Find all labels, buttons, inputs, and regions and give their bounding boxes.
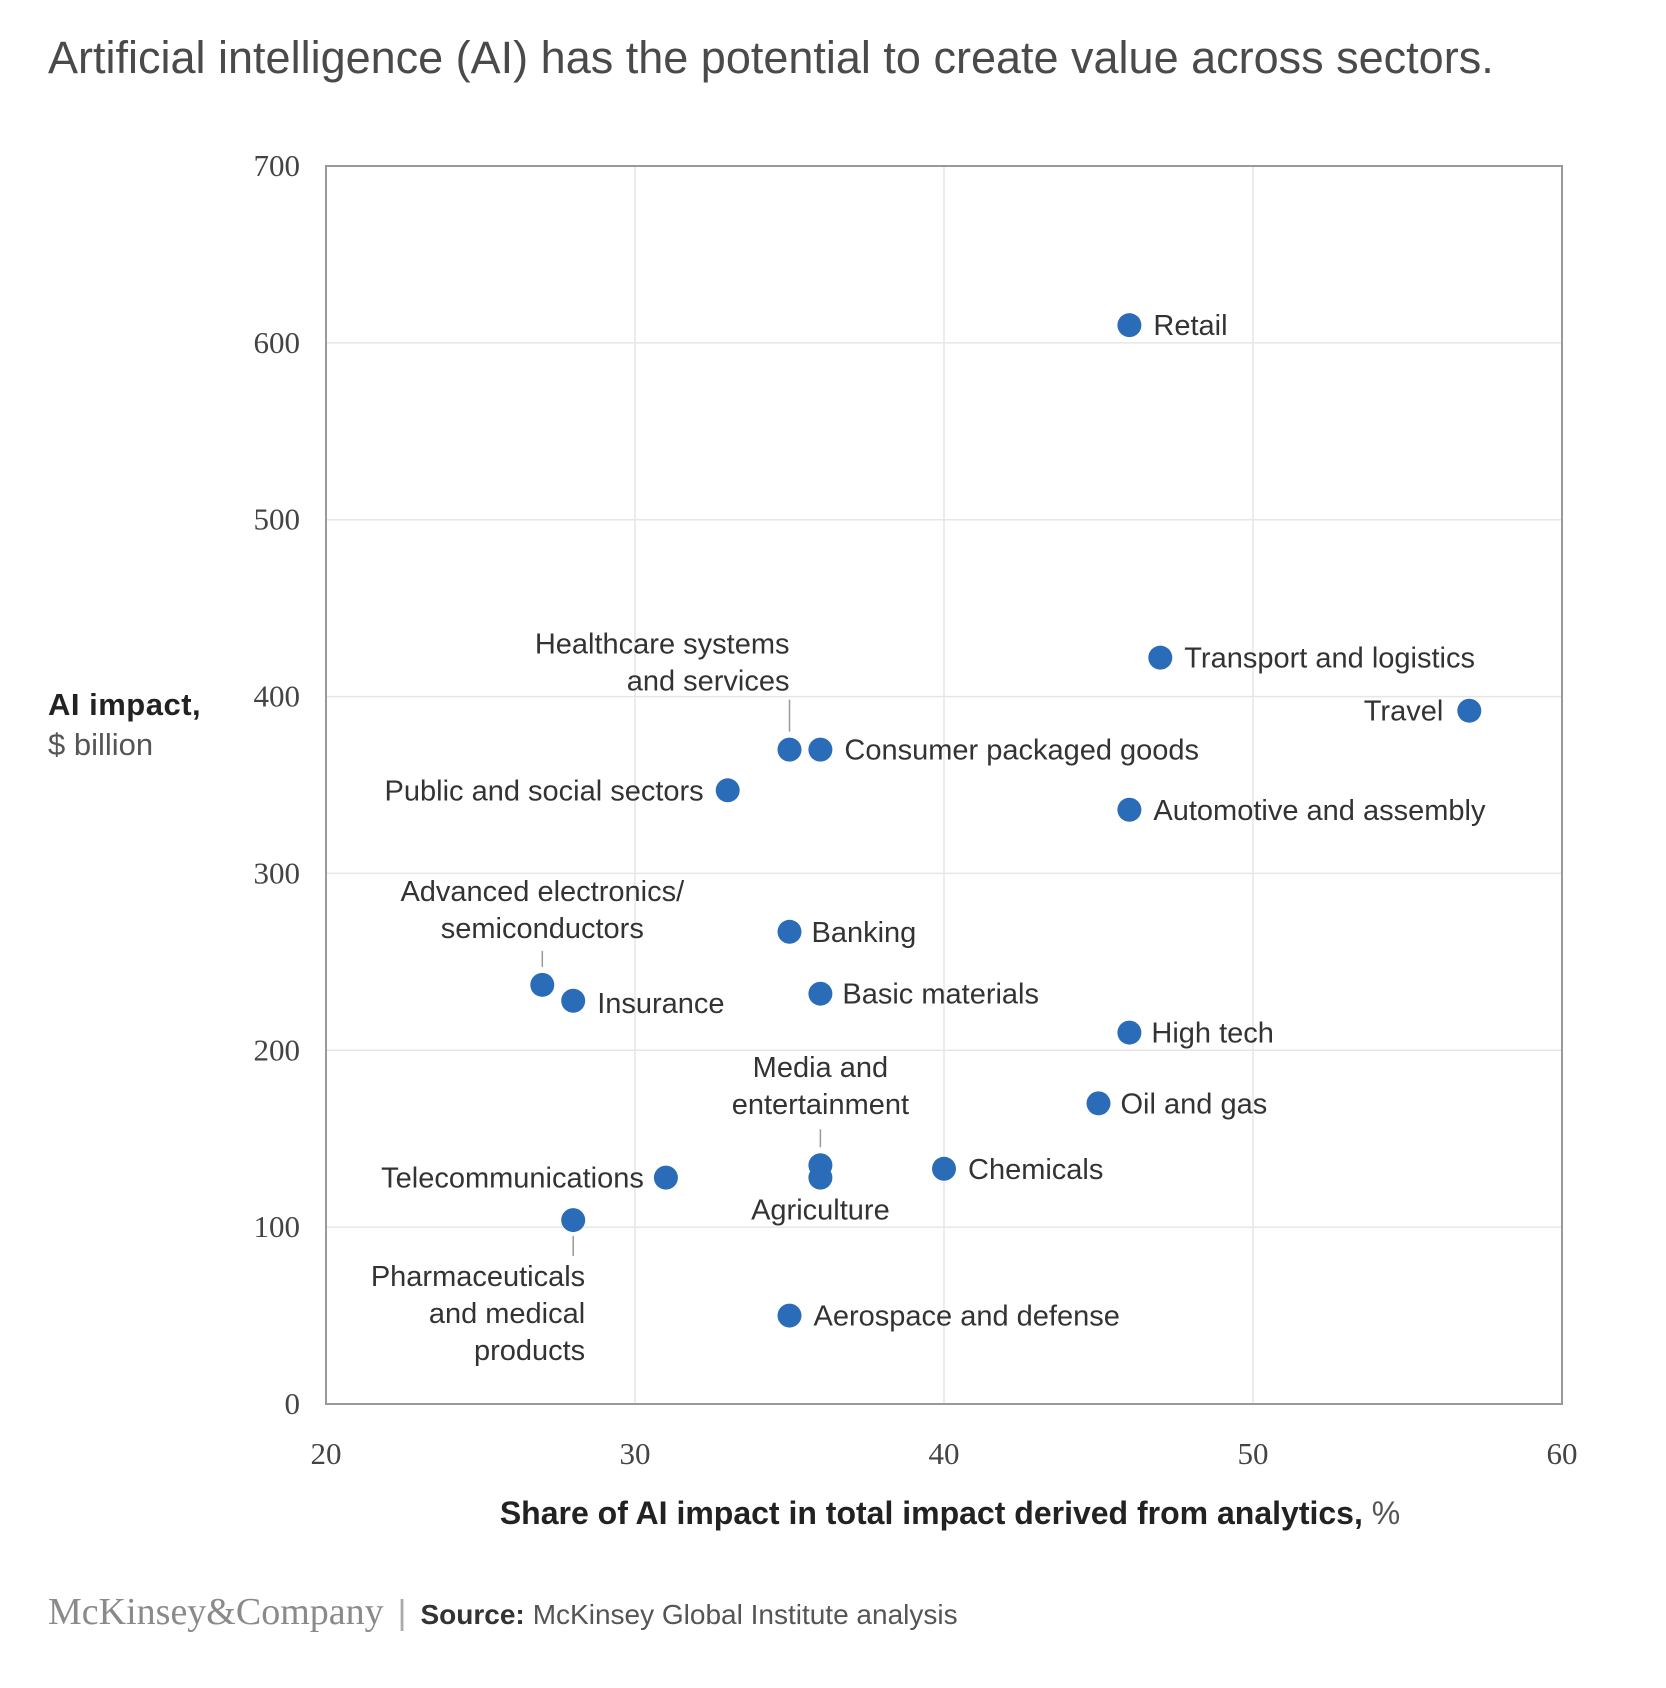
point-label: Telecommunications [381,1163,644,1195]
point-label: Oil and gas [1121,1088,1268,1120]
y-axis-unit: $ billion [48,727,154,762]
data-point [715,778,740,803]
y-tick-label: 300 [254,855,301,890]
data-point [1117,797,1142,822]
data-point [808,981,833,1006]
source-text: McKinsey Global Institute analysis [532,1599,958,1630]
data-point [777,1303,802,1328]
data-point [777,919,802,944]
brand-logo: McKinsey&Company [48,1591,384,1633]
point-label: Consumer packaged goods [844,735,1199,767]
data-point [1117,1020,1142,1045]
source-label: Source: [420,1599,525,1630]
chart-title: Artificial intelligence (AI) has the pot… [48,32,1494,83]
point-label: Banking [812,917,917,949]
y-axis-label: AI impact, $ billion [48,685,201,765]
data-point [1086,1091,1111,1116]
x-tick-label: 30 [620,1436,651,1471]
x-axis-label: Share of AI impact in total impact deriv… [330,1495,1570,1532]
x-axis-unit: % [1371,1495,1401,1531]
point-label: Aerospace and defense [814,1301,1120,1333]
y-axis-title: AI impact, [48,687,202,722]
data-point [1457,698,1482,723]
x-tick-label: 40 [929,1436,960,1471]
y-tick-label: 600 [254,325,301,360]
plot-frame [325,165,1563,1405]
data-point [808,1165,833,1190]
point-label: Pharmaceuticals and medical products [371,1261,585,1367]
point-label: Travel [1364,696,1444,728]
x-tick-label: 20 [311,1436,342,1471]
data-point [1117,313,1142,338]
data-point [808,737,833,762]
point-label: Healthcare systems and services [535,629,790,698]
y-tick-label: 500 [254,502,301,537]
data-point [653,1165,678,1190]
y-tick-label: 0 [285,1386,301,1421]
point-label: High tech [1151,1018,1274,1050]
point-label: Insurance [597,988,724,1020]
y-tick-label: 400 [254,679,301,714]
y-tick-label: 100 [254,1209,301,1244]
data-point [530,972,555,997]
point-label: Advanced electronics/semiconductors [400,876,685,945]
data-point [1148,645,1173,670]
x-tick-label: 50 [1238,1436,1269,1471]
point-label: Agriculture [751,1195,890,1227]
point-label: Basic materials [842,979,1039,1011]
x-axis-title: Share of AI impact in total impact deriv… [499,1495,1363,1531]
x-tick-label: 60 [1547,1436,1578,1471]
data-point [932,1156,956,1181]
y-tick-label: 200 [254,1032,301,1067]
point-label: Chemicals [968,1154,1103,1186]
data-point [777,737,802,762]
point-label: Automotive and assembly [1153,795,1486,827]
point-label: Transport and logistics [1184,643,1475,675]
data-point [561,988,586,1013]
data-point [561,1208,586,1233]
point-label: Media and entertainment [732,1052,909,1121]
point-label: Retail [1153,310,1227,342]
point-label: Public and social sectors [385,775,704,807]
footer: McKinsey&Company | Source: McKinsey Glob… [48,1590,958,1634]
y-tick-label: 700 [254,148,301,183]
footer-separator: | [397,1594,407,1632]
